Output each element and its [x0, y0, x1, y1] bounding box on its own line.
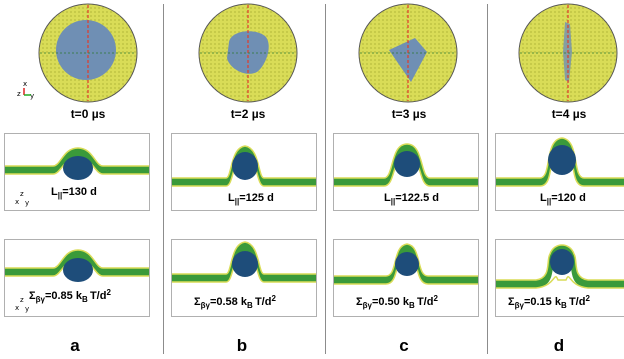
axis-y-label: y — [25, 199, 30, 207]
panel-letter-d: d — [553, 336, 565, 355]
sigma-symbol: Σ — [194, 296, 201, 308]
beta-gamma-subscript: βγ — [514, 301, 524, 310]
beta-gamma-subscript: βγ — [200, 301, 210, 310]
temperature-unit: T/d — [568, 296, 586, 308]
sigma-symbol: Σ — [356, 296, 363, 308]
top-view-a — [38, 3, 138, 103]
axis-x-label: x — [15, 198, 20, 206]
boltzmann-subscript: B — [81, 295, 88, 304]
column-divider — [163, 4, 164, 354]
parallel-subscript: || — [234, 197, 240, 206]
top-view-d — [518, 3, 618, 103]
time-label-d: t=4 µs — [551, 107, 587, 121]
column-divider — [325, 4, 326, 354]
length-value-b: 125 d — [245, 192, 274, 204]
top-view-c — [358, 3, 458, 103]
axes-indicator-top: x z y — [17, 80, 37, 102]
top-view-b — [198, 3, 298, 103]
time-label-a: t=0 µs — [70, 107, 106, 121]
sigma-symbol: Σ — [508, 296, 515, 308]
length-value-c: 122.5 d — [401, 192, 439, 204]
squared-superscript: 2 — [106, 288, 111, 297]
tension-value-a: =0.85 k — [44, 290, 82, 302]
parallel-subscript: || — [390, 197, 396, 206]
time-label-c: t=3 µs — [391, 107, 427, 121]
squared-superscript: 2 — [271, 294, 276, 303]
axis-z-label: z — [20, 190, 24, 198]
temperature-unit: T/d — [254, 296, 272, 308]
length-label-b: L || = 125 d — [228, 192, 274, 206]
axis-z-label: z — [20, 296, 24, 304]
tension-value-c: =0.50 k — [371, 296, 409, 308]
column-divider — [487, 4, 488, 354]
boltzmann-subscript: B — [560, 301, 567, 310]
side-view-panel-length-c: L || = 122.5 d — [333, 133, 479, 211]
side-view-panel-length-b: L || = 125 d — [171, 133, 317, 211]
boltzmann-subscript: B — [246, 301, 253, 310]
length-symbol: L — [384, 192, 391, 204]
axis-z-label: z — [17, 90, 21, 98]
squared-superscript: 2 — [585, 294, 590, 303]
axis-x-label: x — [23, 80, 28, 88]
length-symbol: L — [228, 192, 235, 204]
temperature-unit: T/d — [416, 296, 434, 308]
panel-letter-b: b — [236, 336, 248, 355]
length-label-c: L || = 122.5 d — [384, 192, 439, 206]
tension-value-b: =0.58 k — [209, 296, 247, 308]
panel-letter-c: c — [399, 336, 409, 355]
axes-indicator: z x y — [15, 296, 31, 314]
side-view-panel-length-a: L || = 130 d z x y — [4, 133, 150, 211]
beta-gamma-subscript: βγ — [362, 301, 372, 310]
axis-x-label: x — [15, 304, 20, 312]
parallel-subscript: || — [57, 191, 63, 200]
length-label-a: L || = 130 d — [51, 186, 97, 200]
time-label-b: t=2 µs — [230, 107, 266, 121]
length-label-d: L || = 120 d — [540, 192, 586, 206]
boltzmann-subscript: B — [408, 301, 415, 310]
axes-indicator: z x y — [15, 190, 31, 208]
axis-y-label: y — [30, 92, 35, 100]
length-value-d: 120 d — [557, 192, 586, 204]
side-view-panel-length-d: L || = 120 d — [495, 133, 624, 211]
length-value-a: 130 d — [68, 186, 97, 198]
length-symbol: L — [540, 192, 547, 204]
panel-letter-a: a — [70, 336, 80, 355]
length-symbol: L — [51, 186, 58, 198]
beta-gamma-subscript: βγ — [35, 295, 45, 304]
parallel-subscript: || — [546, 197, 552, 206]
sigma-symbol: Σ — [29, 290, 36, 302]
temperature-unit: T/d — [89, 290, 107, 302]
tension-value-d: =0.15 k — [523, 296, 561, 308]
axis-y-label: y — [25, 305, 30, 313]
squared-superscript: 2 — [433, 294, 438, 303]
